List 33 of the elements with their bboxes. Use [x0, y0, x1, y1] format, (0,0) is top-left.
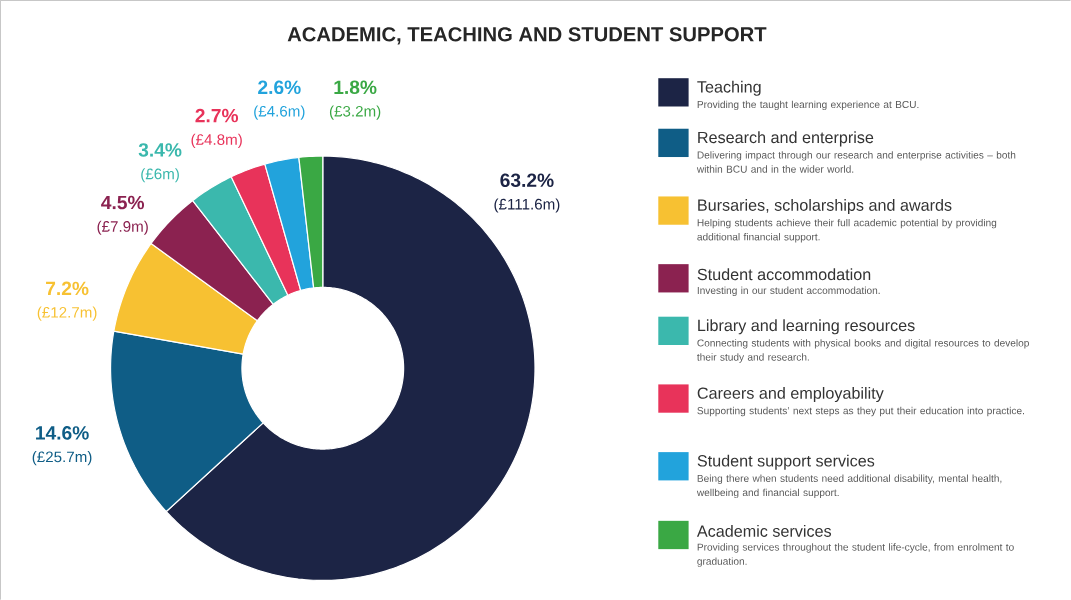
text: (£4.8m)	[191, 133, 242, 148]
legend-label: Student support services	[697, 454, 875, 470]
data-label: 4.5%	[101, 195, 145, 210]
text: (£7.9m)	[97, 220, 148, 235]
text: (£4.6m)	[254, 105, 305, 120]
legend-label: Student accommodation	[697, 268, 871, 281]
chart-title: ACADEMIC, TEACHING AND STUDENT SUPPORT	[287, 27, 767, 45]
text: Providing services throughout the student life-cycle, from enrolment to graduation.	[697, 543, 1014, 567]
text: (£6m)	[141, 168, 179, 183]
text: Helping students achieve their full academic potential by providing additional financial support.	[697, 218, 997, 243]
legend-label: Research and enterprise	[698, 131, 874, 147]
text: Supporting students’ next steps as they put their education into practice.	[697, 406, 1024, 417]
legend-label: Academic services	[696, 524, 832, 537]
data-label: 3.4%	[138, 143, 182, 157]
text: (£12.7m)	[37, 306, 97, 321]
legend-label: Library and learning resources	[698, 319, 915, 335]
text: (£3.2m)	[329, 105, 381, 120]
text: Investing in our student accommodation.	[697, 286, 880, 296]
text: Being there when students need additional disability, mental health, wellbeing and financial support.	[696, 474, 1002, 499]
legend-label: Careers and employability	[697, 386, 884, 403]
text: Connecting students with physical books and digital resources to develop their study and research.	[697, 339, 1029, 363]
data-label: 2.6%	[258, 80, 301, 95]
text: Providing the taught learning experience at BCU.	[697, 100, 919, 111]
legend-label: Bursaries, scholarships and awards	[698, 198, 952, 215]
data-label: 2.7%	[195, 108, 239, 123]
data-label: 14.6%	[36, 426, 89, 440]
text: (£25.7m)	[32, 451, 92, 466]
text: (£111.6m)	[494, 198, 560, 213]
legend-label: Teaching	[697, 80, 761, 96]
data-label: 1.8%	[334, 80, 377, 95]
data-label: 7.2%	[46, 281, 89, 296]
data-label: 63.2%	[500, 173, 554, 188]
text: Delivering impact through our research and enterprise activities – both within BCU and in the wider world.	[696, 151, 1016, 173]
